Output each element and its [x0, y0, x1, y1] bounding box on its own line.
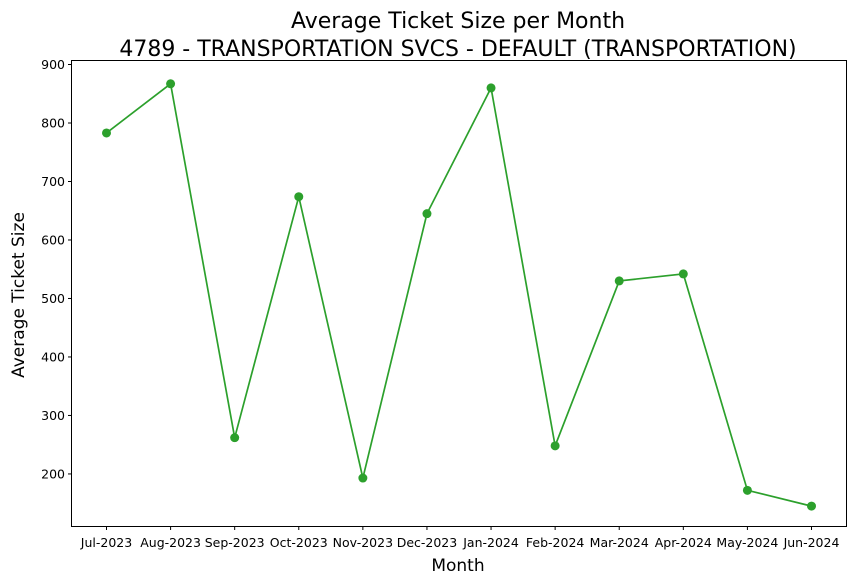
y-tick-label: 400 — [41, 349, 65, 364]
data-point — [550, 441, 560, 451]
chart-title: Average Ticket Size per Month — [291, 9, 625, 34]
y-axis: 200 300 400 500 600 700 800 900 — [41, 57, 72, 481]
x-tick-label: Mar-2024 — [590, 535, 649, 550]
data-point — [742, 485, 752, 495]
y-tick-label: 700 — [41, 174, 65, 189]
data-point — [807, 501, 816, 511]
data-point — [358, 473, 368, 483]
y-tick-label: 300 — [41, 408, 65, 423]
y-tick-label: 200 — [41, 466, 65, 481]
y-axis-label: Average Ticket Size — [9, 212, 29, 378]
x-axis-label: Month — [431, 556, 484, 576]
y-tick-label: 500 — [41, 291, 65, 306]
y-tick-label: 600 — [41, 232, 65, 247]
data-point — [422, 209, 432, 219]
x-tick-label: Feb-2024 — [526, 535, 585, 550]
data-point — [102, 128, 111, 138]
x-tick-label: Jun-2024 — [783, 535, 840, 550]
x-tick-label: Sep-2023 — [205, 535, 265, 550]
data-point — [294, 192, 304, 202]
data-point — [678, 269, 688, 279]
series-layer — [102, 79, 816, 511]
data-point — [486, 83, 496, 93]
x-tick-label: Jan-2024 — [462, 535, 519, 550]
series-line — [105, 82, 812, 507]
x-tick-label: Apr-2024 — [655, 535, 712, 550]
x-tick-label: Nov-2023 — [333, 535, 393, 550]
x-tick-label: Oct-2023 — [270, 535, 328, 550]
x-tick-label: Dec-2023 — [397, 535, 458, 550]
data-point — [230, 433, 240, 443]
y-tick-label: 800 — [41, 116, 65, 131]
data-point — [166, 79, 176, 89]
x-tick-label: May-2024 — [716, 535, 778, 550]
x-axis: Jul-2023 Aug-2023 Sep-2023 Oct-2023 Nov-2023… — [80, 526, 840, 550]
x-tick-label: Jul-2023 — [80, 535, 132, 550]
x-tick-label: Aug-2023 — [140, 535, 201, 550]
chart-subtitle: 4789 - TRANSPORTATION SVCS - DEFAULT (TR… — [119, 37, 796, 62]
plot-area-frame — [71, 60, 847, 527]
y-tick-label: 900 — [41, 57, 65, 72]
data-point — [614, 276, 624, 286]
